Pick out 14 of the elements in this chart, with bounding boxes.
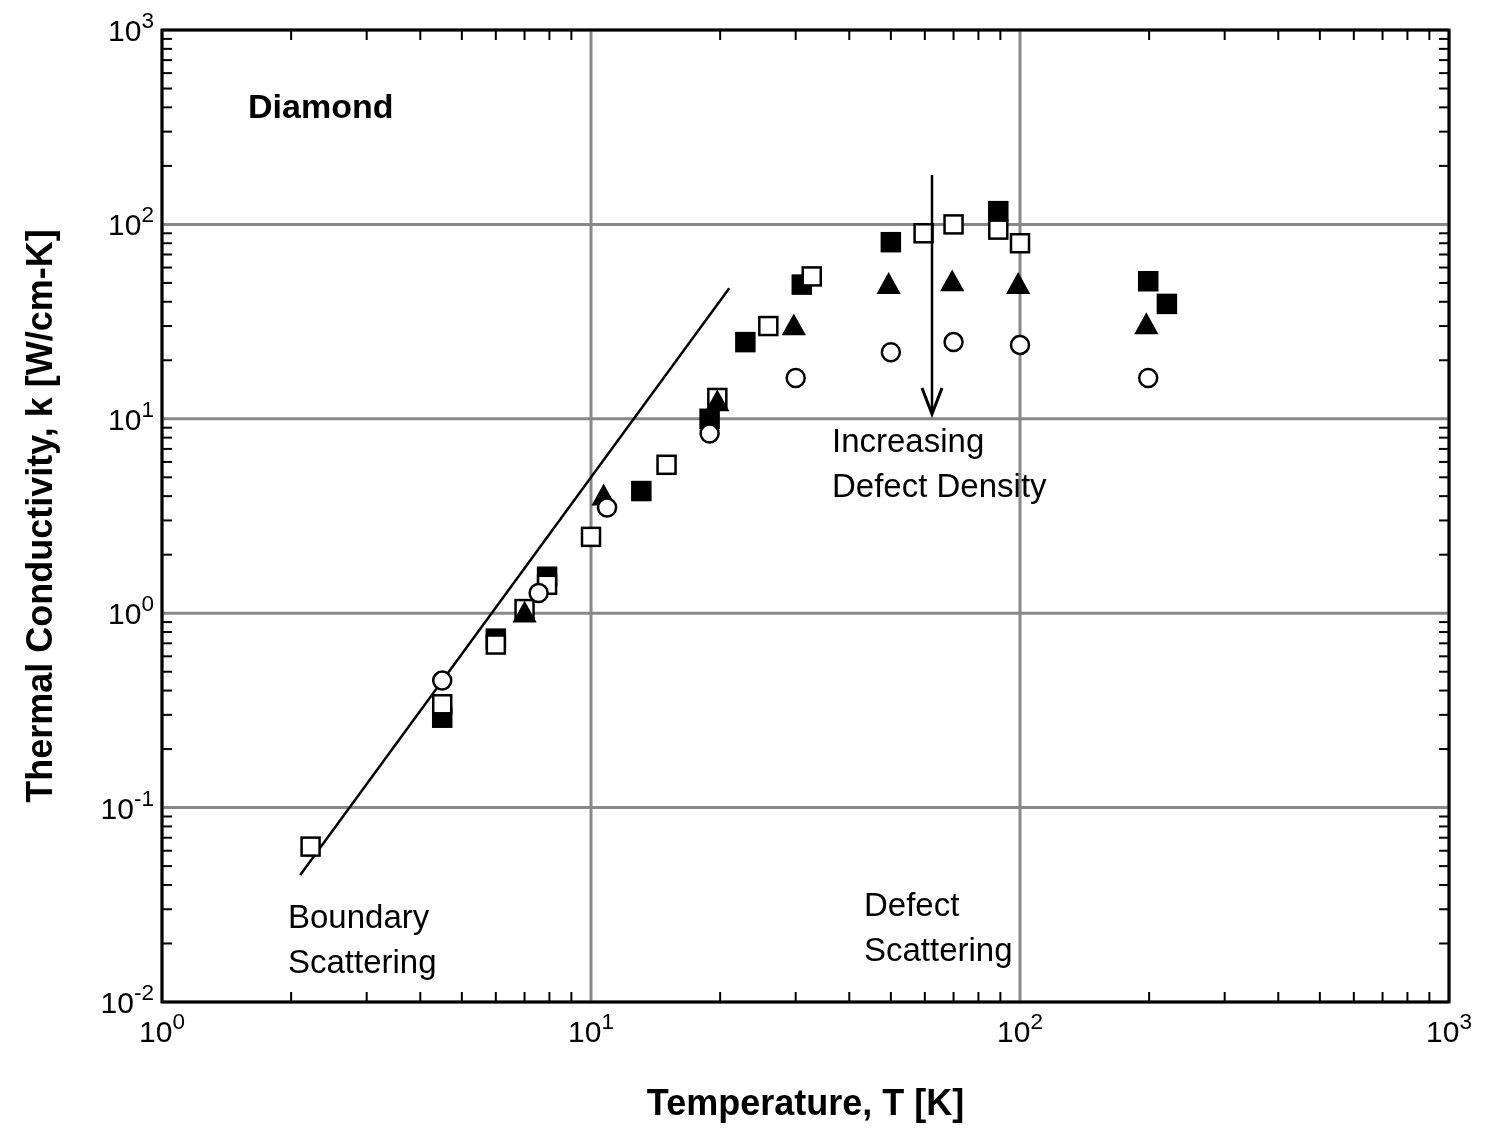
annotation: Diamond (248, 87, 394, 125)
x-axis-title: Temperature, T [K] (646, 1082, 965, 1123)
x-tick-label: 10$^{1}$ (568, 1009, 614, 1048)
y-tick-label: 10$^{-1}$ (100, 785, 154, 825)
annotation: Increasing Defect Density (832, 422, 1048, 504)
annotation: Boundary Scattering (288, 898, 437, 980)
y-axis-title: Thermal Conductivity, k [W/cm-K] (19, 229, 60, 803)
x-tick-label: 10$^{3}$ (1426, 1009, 1472, 1048)
y-tick-label: 10$^{0}$ (108, 591, 154, 631)
y-tick-label: 10$^{1}$ (108, 397, 154, 436)
y-tick-label: 10$^{3}$ (108, 8, 154, 47)
annotation: Defect Scattering (864, 886, 1013, 968)
y-tick-label: 10$^{2}$ (108, 202, 154, 242)
x-tick-label: 10$^{2}$ (997, 1009, 1043, 1048)
